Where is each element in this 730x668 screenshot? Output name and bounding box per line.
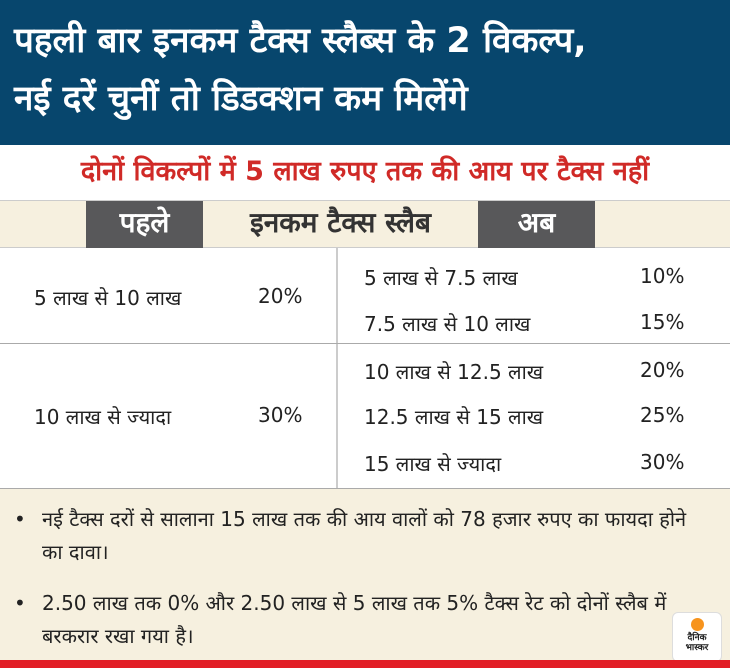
new-range: 15 लाख से ज्यादा (364, 452, 502, 476)
old-range: 5 लाख से 10 लाख (34, 286, 182, 310)
bullet-icon: • (14, 591, 26, 615)
headline: पहली बार इनकम टैक्स स्लैब्स के 2 विकल्प,… (0, 0, 730, 148)
before-label: पहले (86, 201, 203, 248)
now-label: अब (478, 201, 595, 248)
new-range: 5 लाख से 7.5 लाख (364, 266, 518, 290)
notes: • नई टैक्स दरों से सालाना 15 लाख तक की आय… (0, 488, 730, 660)
table-header: पहले इनकम टैक्स स्लैब अब (0, 200, 730, 248)
dainik-bhaskar-logo: दैनिक भास्कर (672, 612, 722, 662)
row-divider (0, 343, 730, 344)
old-rate: 30% (258, 403, 303, 427)
note-item: • 2.50 लाख तक 0% और 2.50 लाख से 5 लाख तक … (14, 587, 694, 653)
new-rate: 10% (640, 264, 685, 288)
table-title: इनकम टैक्स स्लैब (249, 206, 432, 239)
new-rate: 15% (640, 310, 685, 334)
new-range: 12.5 लाख से 15 लाख (364, 405, 544, 429)
slab-table: 5 लाख से 10 लाख 20% 10 लाख से ज्यादा 30%… (0, 248, 730, 488)
headline-line2: नई दरें चुनीं तो डिडक्शन कम मिलेंगे (14, 79, 468, 119)
footer-strip (0, 660, 730, 668)
new-rate: 25% (640, 403, 685, 427)
note-item: • नई टैक्स दरों से सालाना 15 लाख तक की आय… (14, 503, 694, 569)
new-range: 10 लाख से 12.5 लाख (364, 360, 544, 384)
sun-icon (690, 618, 704, 631)
new-rate: 20% (640, 358, 685, 382)
bullet-icon: • (14, 507, 26, 531)
new-range: 7.5 लाख से 10 लाख (364, 312, 531, 336)
headline-line1: पहली बार इनकम टैक्स स्लैब्स के 2 विकल्प, (14, 21, 587, 61)
old-rate: 20% (258, 284, 303, 308)
old-range: 10 लाख से ज्यादा (34, 405, 172, 429)
subtitle: दोनों विकल्पों में 5 लाख रुपए तक की आय प… (80, 156, 650, 187)
column-divider (336, 248, 338, 488)
new-rate: 30% (640, 450, 685, 474)
